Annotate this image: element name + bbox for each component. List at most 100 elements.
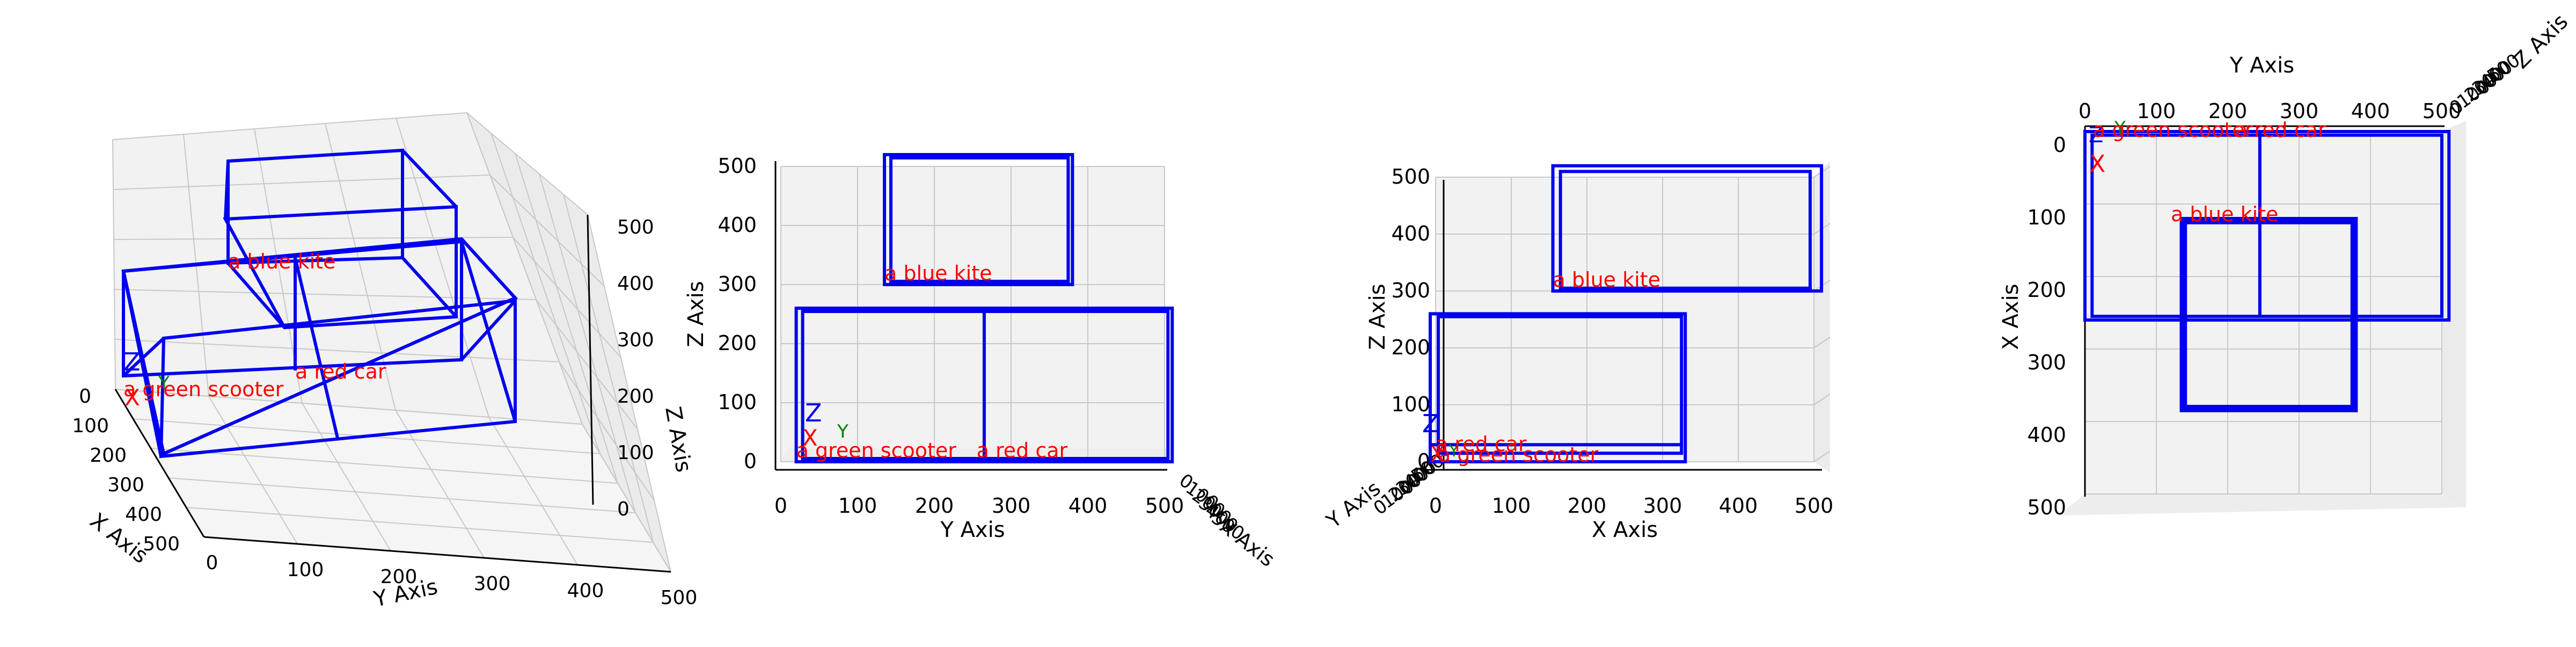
y-tick-label: 300 xyxy=(2280,99,2319,123)
panel-front: 0 100 200 300 400 500010020030040050001002003… xyxy=(684,153,1279,571)
z-axis-title: Z Axis xyxy=(1365,283,1390,350)
grid-line xyxy=(1813,337,1831,348)
y-tick-label: 100 xyxy=(287,559,324,581)
grid-line xyxy=(112,139,116,390)
x-tick-label: 500 xyxy=(143,533,180,555)
grid-line xyxy=(513,237,621,358)
x-tick-label: 100 xyxy=(1492,494,1531,518)
grid-line xyxy=(168,477,636,513)
x-marker: X xyxy=(125,384,140,411)
z-tick-label: 400 xyxy=(1391,222,1430,245)
y-tick-label: 500 xyxy=(1145,494,1184,518)
kite-box-back xyxy=(1558,170,1812,290)
z-tick-label: 500 xyxy=(718,154,757,178)
y-tick-label: 500 xyxy=(661,587,698,609)
z-marker: Z xyxy=(2089,123,2103,148)
x-marker: X xyxy=(1430,442,1445,467)
z-tick-label: 0 xyxy=(1417,449,1430,473)
kite-box-edge xyxy=(226,262,286,329)
y-marker: Y xyxy=(837,421,848,442)
x-tick-label: 300 xyxy=(2027,351,2066,374)
x-tick-label: 500 xyxy=(1795,494,1834,518)
grid-line xyxy=(1813,450,1831,462)
z-tick-label: 200 xyxy=(718,331,757,355)
y-axis-title: Y Axis xyxy=(940,518,1005,542)
z-tick-label: 0 xyxy=(744,449,757,473)
label-kite: a blue kite xyxy=(884,261,992,285)
y-tick-label: 0 xyxy=(206,552,218,574)
grid-line xyxy=(489,175,605,287)
x-tick-label: 400 xyxy=(2027,423,2066,447)
grid-line xyxy=(559,361,655,501)
y-tick-label: 0 xyxy=(2079,99,2091,123)
grid-line xyxy=(208,396,298,544)
y-tick-label: 0 xyxy=(774,494,787,518)
back-pane xyxy=(2084,131,2442,495)
grid-line xyxy=(115,389,583,425)
y-tick-label: 300 xyxy=(474,573,511,595)
car-box-back xyxy=(2090,133,2443,318)
z-tick-label: 400 xyxy=(718,213,757,237)
z-tick-label: 100 xyxy=(1391,392,1430,416)
label-car: a red car xyxy=(2235,118,2326,142)
z-tick-label: 400 xyxy=(617,273,654,295)
x-marker: X xyxy=(2089,150,2105,178)
floor-strip xyxy=(2058,494,2466,515)
panel-side: 0 100 200 300 400 500010020030040050001002003… xyxy=(1322,161,1834,542)
x-tick-label: 100 xyxy=(72,415,109,437)
kite-box xyxy=(1551,164,1824,293)
x-tick-label: 500 xyxy=(2027,496,2066,519)
x-tick-label: 400 xyxy=(125,504,162,526)
kite-box-back xyxy=(889,156,1070,283)
car-box-back xyxy=(1437,315,1684,455)
z-axis-title: Z Axis xyxy=(684,281,708,347)
grid-line xyxy=(466,112,583,425)
label-scooter: a green scooter xyxy=(123,377,284,401)
x-tick-label: 0 xyxy=(79,386,91,408)
car-box-b-edge xyxy=(460,299,517,361)
grid-line xyxy=(515,153,618,484)
z-axis-title: Z Axis xyxy=(2509,9,2573,74)
z-tick-label: 200 xyxy=(617,386,654,408)
grid-line xyxy=(302,403,391,551)
y-marker: Y xyxy=(2114,118,2126,139)
x-tick-label: 200 xyxy=(1568,494,1607,518)
panel-top: 0 100 200 300 400 500010020030040050001002003… xyxy=(1999,9,2573,519)
grid-line xyxy=(488,417,578,565)
z-tick-label: 300 xyxy=(1391,279,1430,302)
grid-line xyxy=(150,448,618,484)
z-tick-label: 100 xyxy=(718,390,757,414)
car-box-b-edge xyxy=(122,271,163,457)
grid-line xyxy=(114,339,560,362)
grid-line xyxy=(539,173,636,513)
x-axis-title: X Axis xyxy=(1592,518,1658,542)
y-tick-label: 200 xyxy=(380,566,418,588)
label-car: a red car xyxy=(295,360,386,383)
x-tick-label: 0 xyxy=(2053,133,2066,157)
side-pane xyxy=(2442,121,2466,507)
label-scooter: a green scooter xyxy=(1438,443,1599,467)
grid-line xyxy=(113,237,514,240)
grid-line xyxy=(466,112,588,215)
grid-line xyxy=(114,289,537,300)
grid-line xyxy=(112,112,467,140)
kite-box xyxy=(2179,217,2358,412)
y-marker: Y xyxy=(158,373,170,394)
y-tick-label: 100 xyxy=(838,494,877,518)
back-pane xyxy=(1435,177,1814,462)
label-car: a red car xyxy=(1436,432,1527,456)
x-axis-title: X Axis xyxy=(1999,283,2023,350)
label-kite: a blue kite xyxy=(228,250,335,273)
y-tick-label: 500 xyxy=(2423,99,2462,123)
x-tick-label: 0 xyxy=(1429,494,1442,518)
x-tick-label: 200 xyxy=(90,445,127,467)
x-tick-label: 100 xyxy=(2027,206,2066,229)
y-tick-label: 400 xyxy=(2351,99,2390,123)
z-axis-line xyxy=(587,214,594,505)
label-scooter: a green scooter xyxy=(2093,118,2253,142)
z-tick-label: 100 xyxy=(617,442,654,464)
back-pane xyxy=(780,166,1165,462)
y-tick-label: 300 xyxy=(992,494,1031,518)
